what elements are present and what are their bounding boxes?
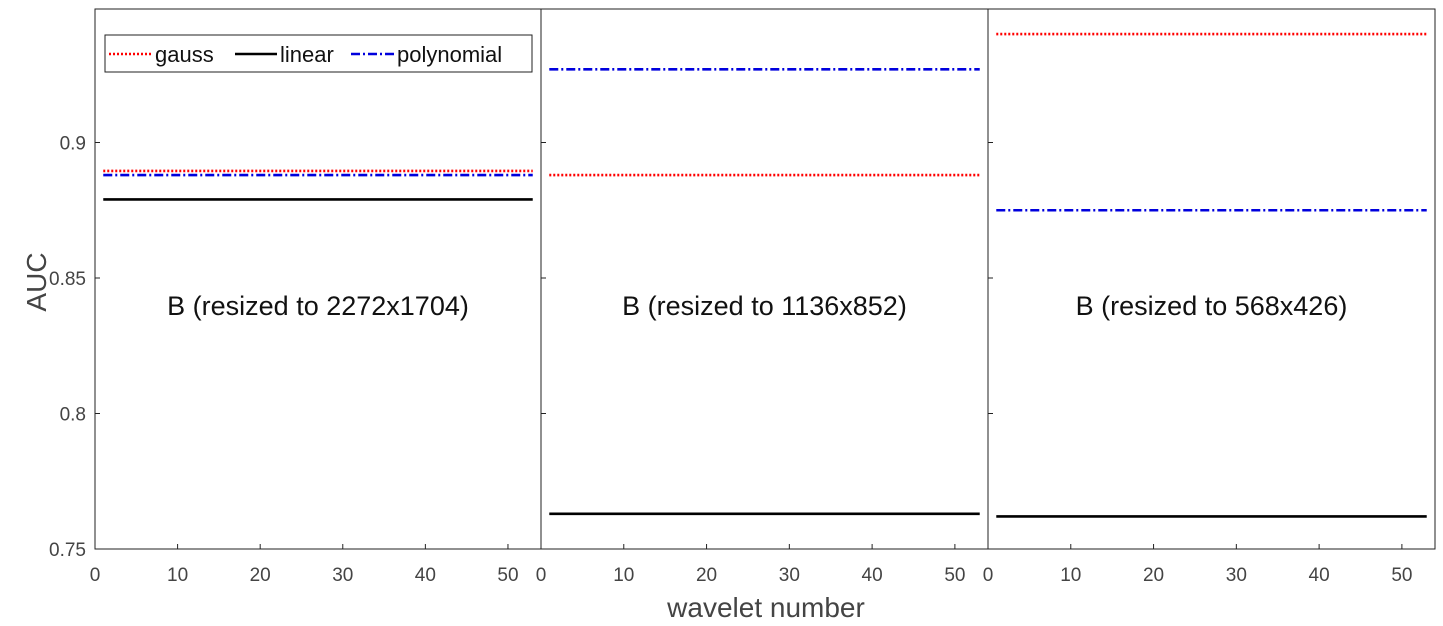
legend-box bbox=[104, 34, 533, 73]
x-tick-label: 10 bbox=[167, 565, 188, 586]
x-tick-label: 0 bbox=[983, 565, 994, 586]
legend: gauss linear polynomial bbox=[104, 34, 533, 73]
x-tick-label: 40 bbox=[1309, 565, 1330, 586]
x-tick-label: 10 bbox=[1060, 565, 1081, 586]
x-axis-title: wavelet number bbox=[666, 592, 865, 623]
chart-panels: 0.75 0.8 0.85 0.9 0 10 20 30 40 50 B (resized to 2… bbox=[49, 8, 1436, 586]
x-tick-label: 0 bbox=[536, 565, 547, 586]
x-tick-label: 40 bbox=[415, 565, 436, 586]
panel-3: 0 10 20 30 40 50 B (resized to 568x426) bbox=[983, 8, 1436, 586]
x-tick-label: 20 bbox=[1143, 565, 1164, 586]
x-tick-label: 30 bbox=[779, 565, 800, 586]
y-tick-label: 0.85 bbox=[49, 269, 86, 290]
x-tick-label: 10 bbox=[613, 565, 634, 586]
panel-frame bbox=[987, 8, 1436, 550]
panel-label: B (resized to 568x426) bbox=[1076, 291, 1348, 321]
panel-label: B (resized to 1136x852) bbox=[622, 291, 907, 321]
panel-frame bbox=[540, 8, 989, 550]
x-tick-label: 50 bbox=[497, 565, 518, 586]
legend-linear-label: linear bbox=[280, 42, 334, 67]
panel-frame bbox=[94, 8, 542, 550]
y-tick-label: 0.9 bbox=[60, 134, 86, 155]
y-axis-title: AUC bbox=[21, 252, 52, 311]
x-tick-label: 50 bbox=[1391, 565, 1412, 586]
legend-polynomial-label: polynomial bbox=[397, 42, 502, 67]
x-tick-label: 40 bbox=[862, 565, 883, 586]
panel-label: B (resized to 2272x1704) bbox=[167, 291, 469, 321]
x-tick-label: 0 bbox=[90, 565, 101, 586]
y-tick-label: 0.8 bbox=[60, 405, 86, 426]
x-tick-label: 30 bbox=[332, 565, 353, 586]
legend-gauss-label: gauss bbox=[155, 42, 214, 67]
x-tick-label: 50 bbox=[944, 565, 965, 586]
panel-2: 0 10 20 30 40 50 B (resized to 1136x852) bbox=[536, 8, 989, 586]
x-tick-label: 20 bbox=[250, 565, 271, 586]
panel-1: 0.75 0.8 0.85 0.9 0 10 20 30 40 50 B (resized to 2… bbox=[49, 8, 542, 586]
y-tick-label: 0.75 bbox=[49, 540, 86, 561]
x-tick-label: 30 bbox=[1226, 565, 1247, 586]
x-tick-label: 20 bbox=[696, 565, 717, 586]
